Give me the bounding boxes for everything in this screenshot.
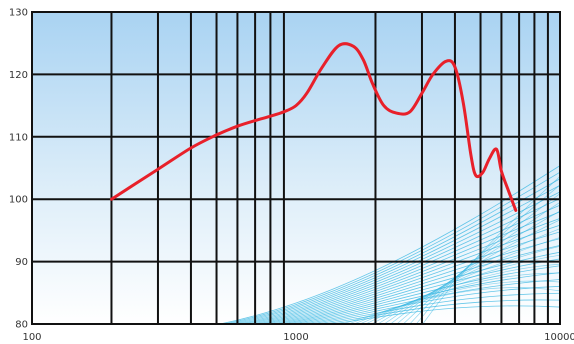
wave-line [285,258,560,324]
decorative-wave-lines [218,165,560,324]
wave-line [415,184,560,324]
grid-lines [31,11,561,325]
y-tick-label: 80 [15,320,28,331]
wave-line [241,198,560,324]
wave-line [236,191,560,324]
data-series [110,42,518,212]
wave-line [358,263,560,324]
wave-line [322,299,560,324]
wave-line [218,165,560,324]
wave-line [371,245,560,324]
wave-line [222,171,560,324]
wave-line [250,211,560,324]
x-tick-label: 1000 [283,332,308,343]
wave-line [364,254,560,324]
wave-line [377,237,560,324]
wave-line [291,265,560,324]
wave-line [280,251,560,324]
wave-line [422,175,560,324]
wave-line [396,210,560,324]
wave-line [231,184,560,324]
plot-border [31,11,561,325]
wave-line [296,272,560,324]
x-tick-label: 100 [22,332,41,343]
y-tick-label: 110 [9,132,28,143]
x-tick-label: 10000 [544,332,574,343]
y-tick-label: 130 [9,8,28,19]
y-axis-tick-labels: 80 90 100 110 120 130 [9,8,28,331]
x-axis-tick-labels: 100 1000 10000 [22,332,574,343]
wave-line [383,228,560,324]
wave-line [308,286,560,324]
wave-line [269,238,560,324]
wave-line [347,280,560,324]
wave-line [274,245,560,324]
y-tick-label: 90 [15,257,28,268]
wave-line [264,231,560,324]
wave-line [315,292,560,324]
wave-line [409,193,560,324]
wave-line [389,219,560,324]
wave-line [227,178,560,324]
y-tick-label: 120 [9,70,28,81]
wave-line [245,204,560,324]
series-line [110,42,518,212]
wave-line [302,279,560,324]
wave-line [341,287,560,324]
y-tick-label: 100 [9,195,28,206]
